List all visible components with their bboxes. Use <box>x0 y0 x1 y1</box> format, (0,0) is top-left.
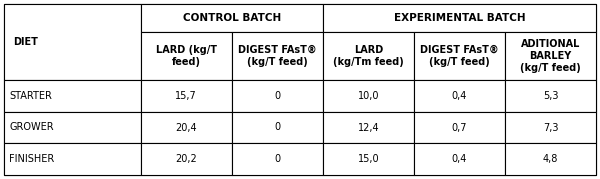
Bar <box>414 80 505 112</box>
Text: 12,4: 12,4 <box>358 122 379 132</box>
Bar <box>414 32 505 80</box>
Text: 7,3: 7,3 <box>543 122 558 132</box>
Bar <box>232 112 323 143</box>
Text: 0,4: 0,4 <box>452 154 467 164</box>
Text: DIGEST FAsT®
(kg/T feed): DIGEST FAsT® (kg/T feed) <box>238 45 317 67</box>
Text: 0: 0 <box>274 91 280 101</box>
Bar <box>323 143 414 175</box>
Text: FINISHER: FINISHER <box>9 154 54 164</box>
Text: 20,4: 20,4 <box>175 122 197 132</box>
Bar <box>140 80 232 112</box>
Bar <box>323 32 414 80</box>
Bar <box>232 143 323 175</box>
Bar <box>414 112 505 143</box>
Text: 5,3: 5,3 <box>543 91 558 101</box>
Bar <box>4 112 140 143</box>
Bar <box>323 112 414 143</box>
Text: 0,7: 0,7 <box>452 122 467 132</box>
Bar <box>323 4 596 32</box>
Text: LARD (kg/T
feed): LARD (kg/T feed) <box>155 45 217 67</box>
Bar <box>140 4 323 32</box>
Text: 0: 0 <box>274 154 280 164</box>
Text: CONTROL BATCH: CONTROL BATCH <box>182 13 281 23</box>
Bar <box>505 80 596 112</box>
Text: ADITIONAL
BARLEY
(kg/T feed): ADITIONAL BARLEY (kg/T feed) <box>520 39 581 73</box>
Text: DIGEST FAsT®
(kg/T feed): DIGEST FAsT® (kg/T feed) <box>420 45 499 67</box>
Text: 15,7: 15,7 <box>175 91 197 101</box>
Text: 20,2: 20,2 <box>175 154 197 164</box>
Text: 10,0: 10,0 <box>358 91 379 101</box>
Bar <box>505 143 596 175</box>
Bar <box>232 32 323 80</box>
Text: 4,8: 4,8 <box>543 154 558 164</box>
Bar <box>140 112 232 143</box>
Text: STARTER: STARTER <box>9 91 52 101</box>
Text: 15,0: 15,0 <box>358 154 379 164</box>
Text: 0,4: 0,4 <box>452 91 467 101</box>
Text: EXPERIMENTAL BATCH: EXPERIMENTAL BATCH <box>394 13 525 23</box>
Bar <box>140 143 232 175</box>
Text: LARD
(kg/Tm feed): LARD (kg/Tm feed) <box>333 45 404 67</box>
Bar <box>505 32 596 80</box>
Text: GROWER: GROWER <box>9 122 53 132</box>
Bar <box>4 4 140 80</box>
Bar <box>4 143 140 175</box>
Bar <box>505 112 596 143</box>
Text: DIET: DIET <box>13 37 38 47</box>
Bar <box>140 32 232 80</box>
Text: 0: 0 <box>274 122 280 132</box>
Bar <box>323 80 414 112</box>
Bar <box>4 80 140 112</box>
Bar <box>232 80 323 112</box>
Bar <box>414 143 505 175</box>
